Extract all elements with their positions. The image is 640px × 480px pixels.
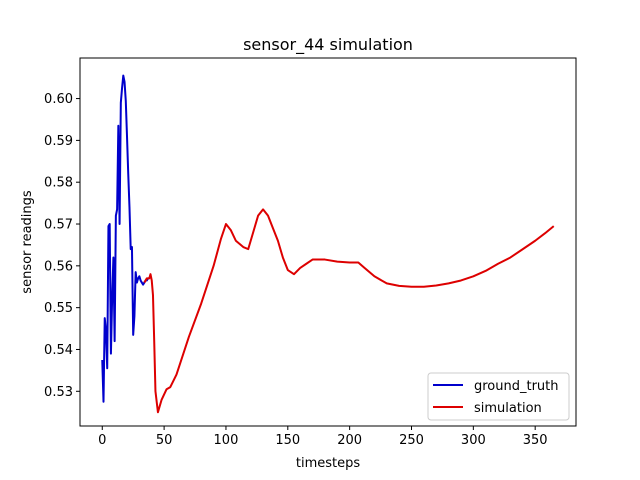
y-tick-label: 0.57 — [44, 218, 73, 233]
plot-frame — [79, 57, 577, 427]
y-tick-label: 0.60 — [44, 92, 73, 107]
legend-label-ground-truth: ground_truth — [474, 379, 559, 394]
x-tick-label: 150 — [275, 433, 300, 448]
legend-label-simulation: simulation — [474, 401, 542, 416]
series-line-simulation — [143, 208, 555, 414]
x-tick-label: 350 — [523, 433, 548, 448]
chart-title: sensor_44 simulation — [243, 35, 413, 55]
y-axis: 0.53 0.54 0.55 0.56 0.57 0.58 0.59 0.60 — [44, 92, 80, 400]
series-layer — [101, 74, 555, 414]
y-axis-label: sensor readings — [20, 190, 35, 294]
series-line-ground-truth — [101, 74, 150, 403]
x-tick-label: 0 — [98, 433, 106, 448]
x-tick-label: 100 — [214, 433, 239, 448]
legend: ground_truth simulation — [427, 372, 570, 421]
x-tick-label: 300 — [461, 433, 486, 448]
x-axis: 0 50 100 150 200 250 300 350 — [98, 426, 548, 448]
x-tick-label: 250 — [399, 433, 424, 448]
y-tick-label: 0.58 — [44, 176, 73, 191]
x-tick-label: 50 — [156, 433, 173, 448]
y-tick-label: 0.53 — [44, 385, 73, 400]
legend-box — [427, 372, 570, 421]
y-tick-label: 0.54 — [44, 343, 73, 358]
y-tick-label: 0.59 — [44, 134, 73, 149]
x-axis-label: timesteps — [296, 456, 360, 471]
y-tick-label: 0.55 — [44, 301, 73, 316]
y-tick-label: 0.56 — [44, 259, 73, 274]
x-tick-label: 200 — [337, 433, 362, 448]
